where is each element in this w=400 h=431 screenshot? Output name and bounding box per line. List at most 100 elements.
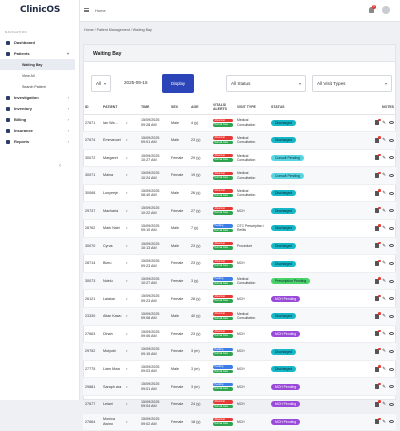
edit-icon[interactable]: ✎ [382,260,386,266]
table-row[interactable]: 27677 Lelani ▾ 15/09/2025 09:04 AM Female 24 … [83,395,396,414]
edit-icon[interactable]: ✎ [382,207,386,213]
table-row[interactable]: 29881 Saraph ara ▾ 15/09/2025 09:01 AM Femal… [83,377,396,396]
table-row[interactable]: 23330 Allan Kawu ▾ 15/09/2025 09:08 AM Male 4… [83,307,396,326]
notes-icon[interactable] [375,417,381,425]
edit-icon[interactable]: ✎ [382,365,386,371]
edit-icon[interactable]: ✎ [382,242,386,248]
notes-icon[interactable] [375,241,381,249]
notes-icon[interactable] [375,259,381,267]
view-icon[interactable] [389,121,394,125]
notes-icon[interactable] [375,400,381,407]
view-icon[interactable] [389,226,394,230]
sidebar-item-reports[interactable]: Reports › [0,136,79,147]
view-icon[interactable] [389,209,394,213]
patient-name[interactable]: Allan Kawu [103,314,122,319]
sidebar-subitem-search-patient[interactable]: Search Patient [22,84,46,89]
notes-icon[interactable] [375,294,381,302]
view-icon[interactable] [389,156,394,160]
table-row[interactable]: 28714 Bizru ▾ 15/09/2025 09:23 AM Female 23 (… [83,254,396,273]
table-row[interactable]: 30073 Ndelu ▾ 15/09/2025 10:27 AM Female 3 (y… [83,272,396,291]
topbar-home-link[interactable]: Home [95,8,106,13]
edit-icon[interactable]: ✎ [382,172,386,178]
sidebar-subitem-view-all[interactable]: View All [22,73,35,78]
patient-name[interactable]: Lunyeeje [103,190,118,195]
view-icon[interactable] [389,420,394,424]
edit-icon[interactable]: ✎ [382,348,386,354]
notes-icon[interactable] [375,118,381,126]
edit-icon[interactable]: ✎ [382,295,386,301]
edit-icon[interactable]: ✎ [382,383,386,389]
patient-name[interactable]: Ian Wa... [103,120,118,125]
patient-name[interactable]: Lelani [103,402,113,407]
date-input[interactable]: 2025-09-15 [120,75,162,92]
chevron-down-icon[interactable]: ▾ [126,120,128,125]
edit-icon[interactable]: ✎ [382,119,386,125]
view-icon[interactable] [389,279,394,283]
edit-icon[interactable]: ✎ [382,154,386,160]
view-icon[interactable] [389,262,394,266]
patient-name[interactable]: Saraph ara [103,384,122,389]
collapse-sidebar-icon[interactable]: ‹ [59,163,61,169]
table-row[interactable]: 28762 Mark Ndei ▾ 15/09/2025 09:10 AM Male 7 … [83,219,396,238]
sidebar-item-inventory[interactable]: Inventory › [0,103,79,114]
patient-name[interactable]: Maina [103,173,114,178]
chevron-down-icon[interactable]: ▾ [126,296,128,301]
table-row[interactable]: 30072 Margaret ▾ 15/09/2025 10:27 AM Female 2… [83,149,396,168]
table-row[interactable]: 27664 Monica Awino ▾ 15/09/2025 09:02 AM Fem… [83,413,396,431]
notes-icon[interactable] [375,136,381,143]
patient-name[interactable]: Liam Mwa [103,366,120,371]
table-row[interactable]: 27775 Liam Mwa ▾ 15/09/2025 09:03 AM Male 3 (… [83,360,396,379]
view-icon[interactable] [389,191,394,195]
patient-name[interactable]: Lalakai [103,296,115,301]
edit-icon[interactable]: ✎ [382,277,386,283]
view-icon[interactable] [389,138,394,142]
edit-icon[interactable]: ✎ [382,225,386,231]
chevron-down-icon[interactable]: ▾ [126,349,128,354]
display-button[interactable]: Display [162,74,194,93]
table-row[interactable]: 29737 Macharia ▾ 15/09/2025 10:22 AM Female 2… [83,201,396,221]
notes-icon[interactable] [375,224,381,231]
table-row[interactable]: 27671 Ian Wa... ▾ 15/09/2025 09:28 AM Male 4 … [83,114,396,133]
patient-name[interactable]: Emmanuel [103,138,121,143]
breadcrumb-section[interactable]: Patient Management [96,28,130,32]
notes-icon[interactable] [375,153,381,161]
patient-name[interactable]: Cyrus [103,243,113,248]
notes-icon[interactable] [375,206,381,214]
avatar[interactable] [382,6,390,14]
notes-icon[interactable] [375,312,381,319]
notes-icon[interactable] [375,329,381,337]
sidebar-item-insurance[interactable]: Insurance › [0,125,79,136]
edit-icon[interactable]: ✎ [382,330,386,336]
edit-icon[interactable]: ✎ [382,313,386,319]
table-row[interactable]: 27663 Dinah ▾ 15/09/2025 09:06 AM Female 23 (… [83,325,396,344]
notes-icon[interactable] [375,189,381,196]
view-icon[interactable] [389,332,394,336]
chevron-down-icon[interactable]: ▾ [126,278,128,283]
edit-icon[interactable]: ✎ [382,137,386,143]
patient-name[interactable]: Monica Awino [103,417,115,426]
menu-icon[interactable] [84,8,89,12]
table-row[interactable]: 29752 Mutyobi ▾ 15/09/2025 09:15 AM Female 3 … [83,342,396,361]
chevron-down-icon[interactable]: ▾ [126,314,128,319]
patient-name[interactable]: Margaret [103,155,118,160]
edit-icon[interactable]: ✎ [382,189,386,195]
notes-icon[interactable] [375,277,381,284]
patient-name[interactable]: Dinah [103,331,113,336]
view-icon[interactable] [389,314,394,318]
chevron-down-icon[interactable]: ▾ [126,173,128,178]
chevron-down-icon[interactable]: ▾ [126,402,128,407]
visit-type-select[interactable]: All Visit Types ▾ [312,75,392,92]
patient-name[interactable]: Bizru [103,261,112,266]
patient-name[interactable]: Mark Ndei [103,226,120,231]
notes-icon[interactable] [375,171,381,179]
sidebar-item-dashboard[interactable]: Dashboard [0,37,79,48]
sidebar-item-patients[interactable]: Patients ▾ [0,48,79,59]
scope-select[interactable]: All ▾ [91,75,111,92]
bell-icon[interactable] [369,7,374,13]
chevron-down-icon[interactable]: ▾ [126,155,128,160]
view-icon[interactable] [389,350,394,354]
sidebar-subitem-waiting-bay[interactable]: Waiting Bay [0,59,75,70]
table-row[interactable]: 30070 Cyrus ▾ 15/09/2025 10:13 AM Male 23 (y)… [83,237,396,256]
chevron-down-icon[interactable]: ▾ [126,366,128,371]
table-row[interactable]: 30068 Lunyeeje ▾ 15/09/2025 08:40 AM Male 26 … [83,184,396,203]
